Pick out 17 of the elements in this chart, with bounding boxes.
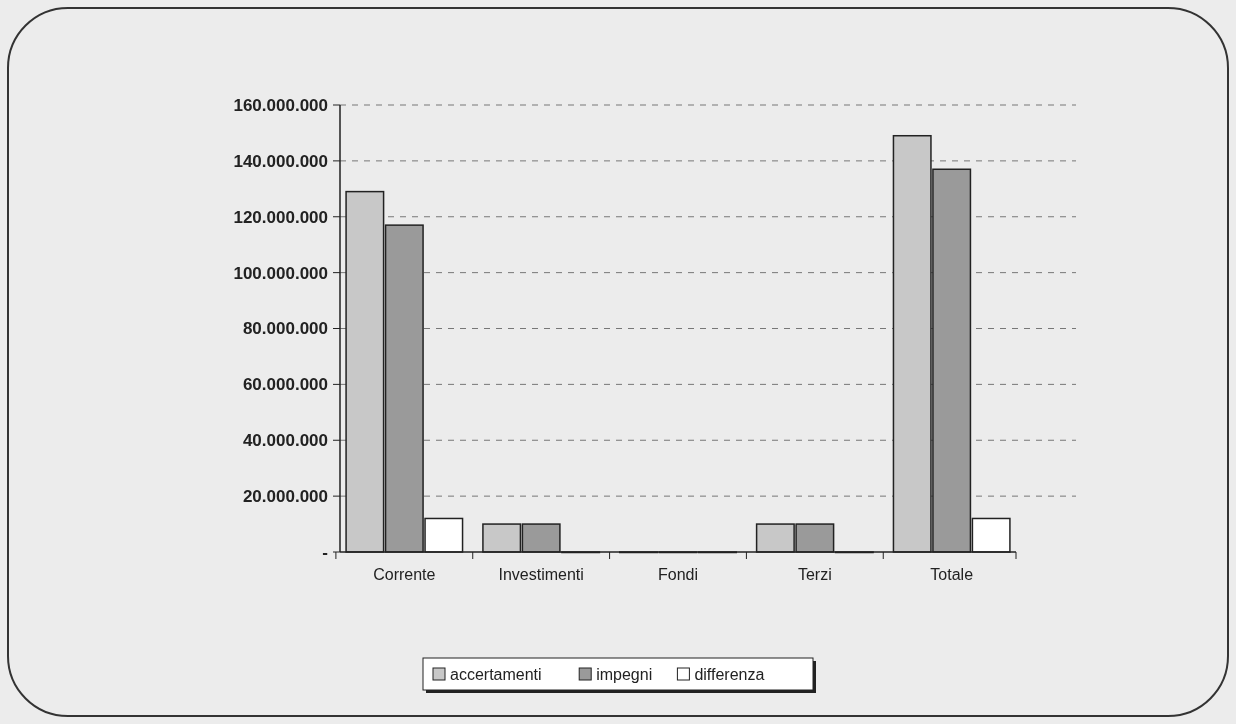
y-tick-label: 140.000.000 — [233, 151, 328, 171]
legend-label: impegni — [596, 665, 653, 683]
y-tick-label: 120.000.000 — [233, 207, 328, 227]
y-tick-label: 20.000.000 — [242, 487, 328, 507]
y-tick-label: 40.000.000 — [242, 431, 328, 451]
x-tick-label: Totale — [930, 566, 974, 583]
x-tick-label: Investimenti — [498, 566, 584, 583]
x-tick-label: Terzi — [797, 566, 832, 583]
y-tick-label: 80.000.000 — [242, 319, 328, 339]
y-tick-label: 160.000.000 — [233, 95, 328, 115]
legend-label: accertamenti — [450, 665, 542, 683]
y-tick-label: 100.000.000 — [233, 263, 328, 283]
x-tick-label: Fondi — [657, 566, 699, 583]
legend-label: differenza — [694, 665, 765, 683]
y-tick-label: - — [322, 542, 328, 562]
x-tick-label: Corrente — [373, 566, 436, 583]
y-tick-label: 60.000.000 — [242, 375, 328, 395]
